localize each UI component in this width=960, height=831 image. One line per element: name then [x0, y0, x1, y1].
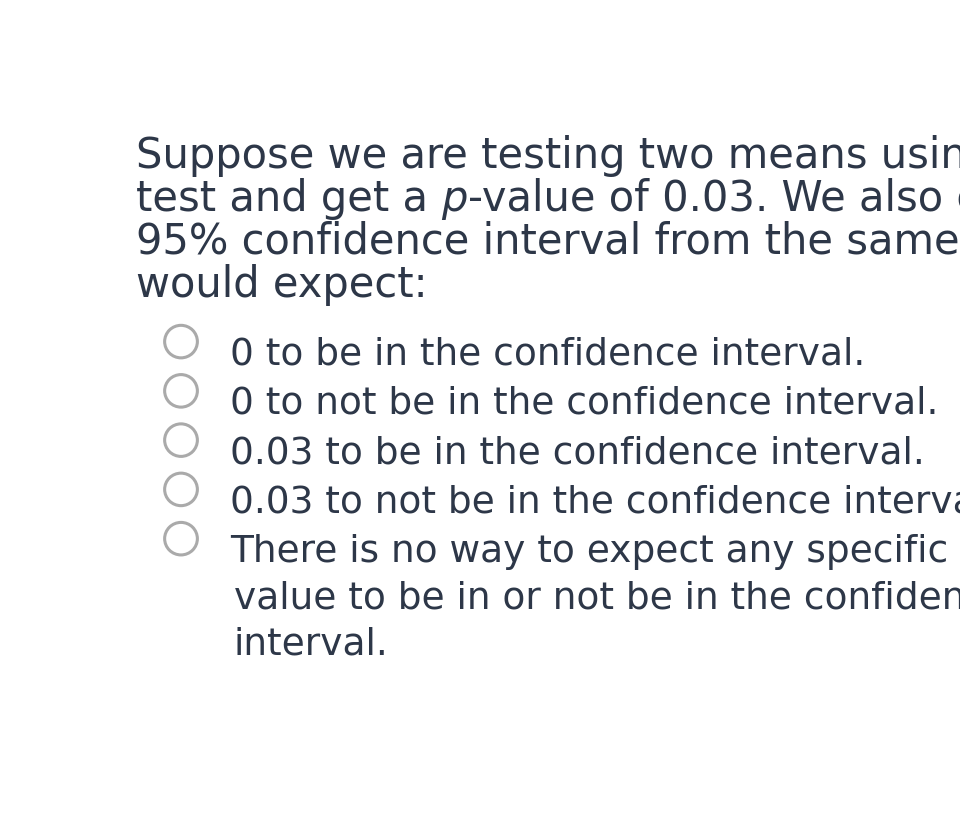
- Text: p: p: [442, 178, 468, 219]
- Text: 95% confidence interval from the same data. We: 95% confidence interval from the same da…: [136, 221, 960, 263]
- Text: value to be in or not be in the confidence: value to be in or not be in the confiden…: [234, 580, 960, 617]
- Text: 0.03 to be in the confidence interval.: 0.03 to be in the confidence interval.: [230, 435, 924, 471]
- Text: 0 to be in the confidence interval.: 0 to be in the confidence interval.: [230, 337, 865, 372]
- Text: interval.: interval.: [234, 627, 389, 663]
- Text: test and get a: test and get a: [136, 178, 442, 219]
- Text: would expect:: would expect:: [136, 263, 428, 306]
- Text: Suppose we are testing two means using a two-sided: Suppose we are testing two means using a…: [136, 135, 960, 177]
- Text: 0.03 to not be in the confidence interval.: 0.03 to not be in the confidence interva…: [230, 484, 960, 520]
- Text: 0 to not be in the confidence interval.: 0 to not be in the confidence interval.: [230, 386, 939, 422]
- Text: There is no way to expect any specific: There is no way to expect any specific: [230, 534, 948, 569]
- Text: -value of 0.03. We also construct a: -value of 0.03. We also construct a: [468, 178, 960, 219]
